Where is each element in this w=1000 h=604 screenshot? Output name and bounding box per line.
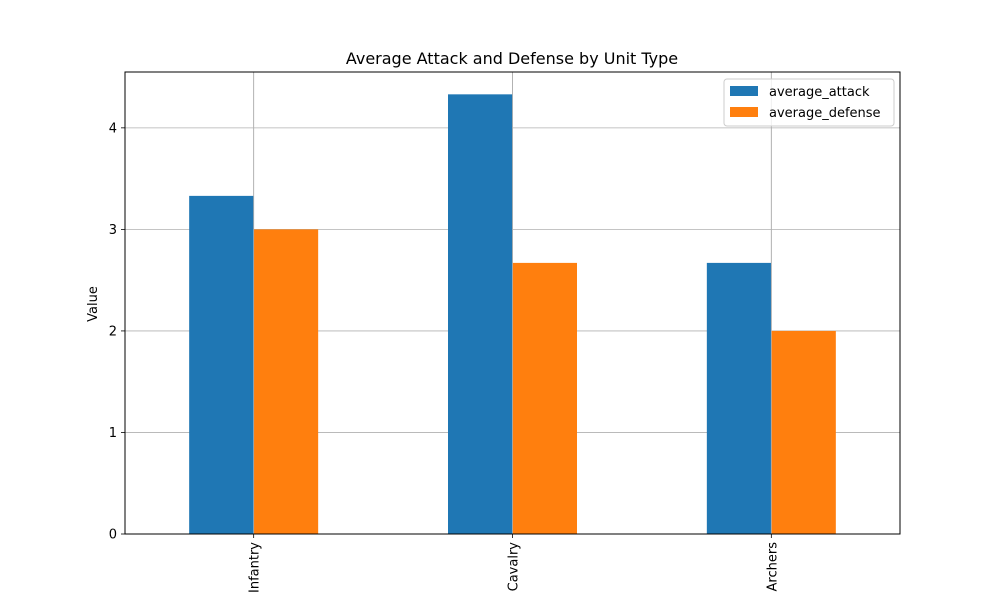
bar-average_attack-archers <box>706 262 772 534</box>
x-tick-label: Cavalry <box>507 542 522 592</box>
y-tick-label: 1 <box>109 426 117 441</box>
bar-average_attack-cavalry <box>448 94 513 534</box>
legend-box <box>723 78 895 127</box>
bar-average_defense-archers <box>771 330 836 534</box>
y-tick-label: 2 <box>109 324 117 339</box>
y-tick-label: 0 <box>109 528 117 543</box>
bar-average_attack-infantry <box>189 195 254 534</box>
bar-average_defense-infantry <box>253 229 319 534</box>
axes <box>121 71 901 538</box>
legend-label-average_defense: average_defense <box>769 106 881 121</box>
legend-label-average_attack: average_attack <box>769 85 870 100</box>
y-axis-label: Value <box>86 286 101 322</box>
y-tick-label: 3 <box>109 223 117 238</box>
legend: average_attack average_defense <box>723 78 895 127</box>
tick-labels: 0 1 2 3 4 Infantry Cavalry Archers <box>109 121 781 593</box>
bars <box>189 72 836 534</box>
bar-average_defense-cavalry <box>512 262 577 534</box>
legend-swatch-average_attack <box>730 86 758 96</box>
chart-title: Average Attack and Defense by Unit Type <box>346 49 678 68</box>
x-tick-label: Infantry <box>248 542 263 593</box>
y-tick-label: 4 <box>109 121 117 136</box>
legend-swatch-average_defense <box>730 107 758 117</box>
x-tick-label: Archers <box>765 542 780 592</box>
